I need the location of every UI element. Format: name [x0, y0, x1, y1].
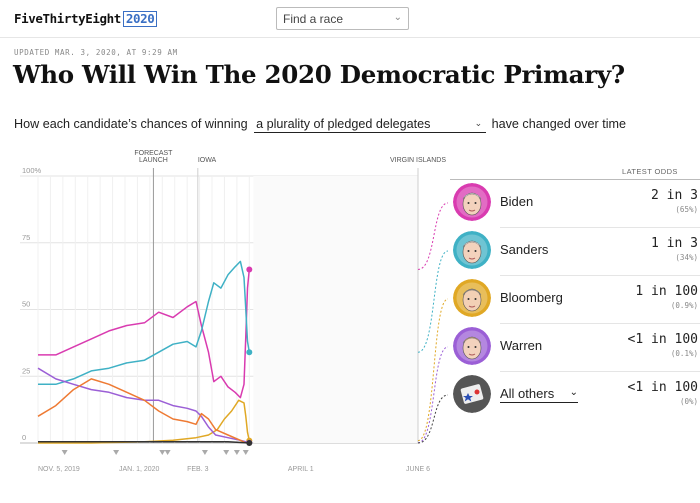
y-tick-label: 25 — [22, 366, 30, 375]
find-race-select[interactable]: Find a race ⌄ — [276, 7, 409, 30]
y-tick-label: 50 — [22, 300, 30, 309]
series-endpoint — [246, 349, 253, 356]
logo-text: FiveThirtyEight — [14, 11, 121, 26]
x-tick-label: NOV. 5, 2019 — [38, 466, 80, 473]
row-divider — [500, 275, 700, 276]
x-tick-label: JAN. 1, 2020 — [119, 466, 160, 473]
chevron-down-icon: ⌄ — [393, 12, 402, 23]
debate-marker — [159, 450, 166, 455]
debate-marker — [201, 450, 208, 455]
x-tick-label: APRIL 1 — [288, 466, 314, 473]
debate-marker — [61, 450, 68, 455]
biden-avatar-icon — [453, 183, 491, 221]
debate-marker — [233, 450, 240, 455]
y-tick-label: 100% — [22, 166, 42, 175]
find-race-placeholder: Find a race — [283, 12, 344, 26]
sanders-avatar-icon — [453, 231, 491, 269]
top-bar: FiveThirtyEight 2020 Find a race ⌄ — [0, 0, 700, 38]
candidate-name: Warren — [500, 338, 543, 353]
x-tick-label: JUNE 6 — [406, 466, 430, 473]
others-avatar-icon — [453, 375, 491, 413]
candidate-name: Biden — [500, 194, 534, 209]
annotation-label: FORECAST — [134, 150, 173, 157]
row-divider — [500, 323, 700, 324]
candidate-name: Bloomberg — [500, 290, 563, 305]
candidate-percent: (0.9%) — [670, 301, 698, 310]
legend-connector — [417, 298, 449, 442]
candidate-odds: 2 in 3 — [651, 188, 698, 203]
chevron-down-icon: ⌄ — [569, 387, 578, 398]
updated-timestamp: UPDATED MAR. 3, 2020, AT 9:29 AM — [14, 48, 178, 57]
bloomberg-avatar-icon — [453, 279, 491, 317]
legend-connector — [417, 394, 449, 444]
series-line — [38, 399, 251, 444]
y-tick-label: 0 — [22, 433, 26, 442]
legend-connector — [417, 250, 449, 353]
row-divider — [500, 371, 700, 372]
series-line — [37, 378, 247, 444]
future-region — [253, 176, 418, 443]
odds-header-rule — [450, 179, 700, 180]
legend-connector — [417, 346, 449, 444]
warren-avatar-icon — [453, 327, 491, 365]
candidate-odds: <1 in 100 — [627, 380, 698, 395]
candidate-odds: <1 in 100 — [627, 332, 698, 347]
candidate-percent: (65%) — [675, 205, 698, 214]
candidate-row: Sanders 1 in 3 (34%) — [450, 229, 700, 273]
candidate-percent: (0.1%) — [670, 349, 698, 358]
series-endpoint — [246, 440, 253, 446]
site-logo[interactable]: FiveThirtyEight 2020 — [14, 11, 158, 27]
debate-marker — [164, 450, 171, 455]
candidate-name: Sanders — [500, 242, 549, 257]
series-line — [38, 269, 251, 399]
subtitle-before: How each candidate’s chances of winning — [14, 117, 248, 131]
chart-subtitle: How each candidate’s chances of winning … — [14, 117, 626, 133]
legend-connector — [417, 202, 449, 270]
series-line — [38, 260, 251, 386]
candidate-odds: 1 in 3 — [651, 236, 698, 251]
logo-year-badge: 2020 — [122, 11, 158, 27]
series-endpoint — [246, 266, 253, 273]
chevron-down-icon: ⌄ — [474, 118, 483, 128]
candidate-percent: (34%) — [675, 253, 698, 262]
row-divider — [500, 227, 700, 228]
candidate-row[interactable]: All others ⌄ <1 in 100 (0%) — [450, 373, 700, 417]
subtitle-after: have changed over time — [491, 117, 627, 131]
latest-odds-header: LATEST ODDS — [622, 167, 678, 176]
annotation-label: IOWA — [198, 157, 217, 164]
y-tick-label: 75 — [22, 233, 30, 242]
annotation-label: VIRGIN ISLANDS — [390, 157, 446, 164]
candidate-row: Warren <1 in 100 (0.1%) — [450, 325, 700, 369]
candidate-row: Bloomberg 1 in 100 (0.9%) — [450, 277, 700, 321]
series-line — [38, 440, 250, 444]
candidate-odds: 1 in 100 — [635, 284, 698, 299]
debate-marker — [223, 450, 230, 455]
metric-dropdown[interactable]: a plurality of pledged delegates ⌄ — [254, 117, 487, 133]
debate-marker — [113, 450, 120, 455]
candidate-row: Biden 2 in 3 (65%) — [450, 181, 700, 225]
page-title: Who Will Win The 2020 Democratic Primary… — [13, 60, 625, 89]
candidate-percent: (0%) — [679, 397, 698, 406]
x-tick-label: FEB. 3 — [187, 466, 209, 473]
metric-dropdown-value: a plurality of pledged delegates — [256, 117, 431, 131]
annotation-label: LAUNCH — [139, 157, 168, 164]
debate-marker — [242, 450, 249, 455]
series-line — [37, 367, 250, 444]
all-others-dropdown[interactable]: All others ⌄ — [500, 386, 578, 403]
